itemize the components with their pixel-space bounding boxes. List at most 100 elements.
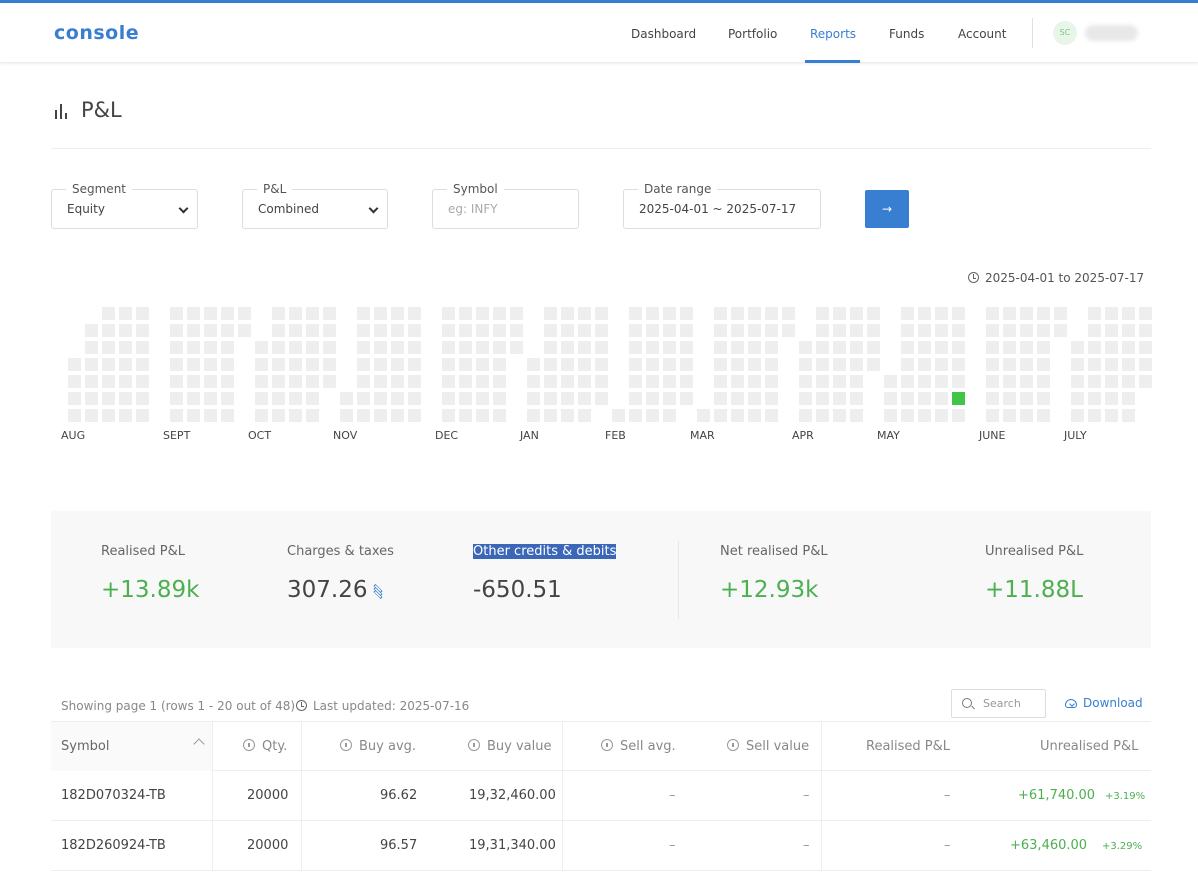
heatmap-day-cell[interactable] [323,358,336,371]
heatmap-day-cell[interactable] [986,358,999,371]
heatmap-day-cell[interactable] [493,341,506,354]
heatmap-day-cell[interactable] [833,307,846,320]
nav-reports[interactable]: Reports [810,27,857,41]
heatmap-day-cell[interactable] [408,392,421,405]
heatmap-day-cell[interactable] [646,375,659,388]
heatmap-day-cell[interactable] [1003,375,1016,388]
heatmap-day-cell[interactable] [731,324,744,337]
heatmap-day-cell[interactable] [1003,392,1016,405]
heatmap-day-cell[interactable] [255,392,268,405]
heatmap-day-cell[interactable] [187,307,200,320]
heatmap-day-cell[interactable] [901,341,914,354]
heatmap-day-cell[interactable] [1088,358,1101,371]
heatmap-day-cell[interactable] [1003,409,1016,422]
heatmap-day-cell[interactable] [935,324,948,337]
heatmap-day-cell[interactable] [136,409,149,422]
heatmap-day-cell[interactable] [1088,307,1101,320]
heatmap-day-cell[interactable] [1122,358,1135,371]
heatmap-day-cell[interactable] [221,409,234,422]
heatmap-day-cell[interactable] [1122,375,1135,388]
heatmap-day-cell[interactable] [527,409,540,422]
heatmap-day-cell[interactable] [714,392,727,405]
heatmap-day-cell[interactable] [935,341,948,354]
heatmap-day-cell[interactable] [1003,341,1016,354]
date-range-input[interactable]: Date range 2025-04-01 ~ 2025-07-17 [623,182,821,229]
heatmap-day-cell[interactable] [595,307,608,320]
heatmap-day-cell[interactable] [918,324,931,337]
heatmap-day-cell[interactable] [1122,409,1135,422]
heatmap-day-cell[interactable] [595,324,608,337]
heatmap-day-cell[interactable] [272,358,285,371]
heatmap-day-cell[interactable] [119,409,132,422]
heatmap-day-cell[interactable] [918,392,931,405]
heatmap-day-cell[interactable] [238,307,251,320]
heatmap-day-cell[interactable] [731,307,744,320]
heatmap-day-cell[interactable] [884,409,897,422]
heatmap-day-cell[interactable] [102,341,115,354]
heatmap-day-cell[interactable] [340,392,353,405]
heatmap-day-cell[interactable] [561,358,574,371]
heatmap-day-cell[interactable] [680,375,693,388]
col-symbol[interactable]: Symbol [61,739,110,754]
avatar[interactable]: SC [1053,21,1077,45]
user-id-blurred[interactable] [1085,25,1138,41]
heatmap-day-cell[interactable] [306,307,319,320]
heatmap-day-cell[interactable] [1122,341,1135,354]
heatmap-day-cell[interactable] [833,375,846,388]
heatmap-day-cell[interactable] [391,324,404,337]
heatmap-day-cell[interactable] [85,358,98,371]
heatmap-day-cell[interactable] [578,409,591,422]
heatmap-day-cell[interactable] [391,409,404,422]
layers-icon[interactable] [372,583,385,600]
heatmap-day-cell[interactable] [204,324,217,337]
heatmap-day-cell[interactable] [561,307,574,320]
heatmap-day-cell[interactable] [408,341,421,354]
heatmap-day-cell[interactable] [663,409,676,422]
heatmap-day-cell[interactable] [561,375,574,388]
heatmap-day-cell[interactable] [578,358,591,371]
heatmap-day-cell[interactable] [170,392,183,405]
heatmap-day-cell[interactable] [816,341,829,354]
heatmap-day-cell[interactable] [663,392,676,405]
heatmap-day-cell[interactable] [221,375,234,388]
heatmap-day-cell[interactable] [476,375,489,388]
heatmap-day-cell[interactable] [561,392,574,405]
heatmap-day-cell[interactable] [102,324,115,337]
heatmap-day-cell[interactable] [119,358,132,371]
heatmap-day-cell[interactable] [935,392,948,405]
heatmap-day-cell[interactable] [1037,324,1050,337]
heatmap-day-cell[interactable] [850,409,863,422]
heatmap-day-cell[interactable] [714,324,727,337]
heatmap-day-cell[interactable] [1088,375,1101,388]
heatmap-day-cell[interactable] [833,341,846,354]
heatmap-day-cell[interactable] [1105,341,1118,354]
heatmap-day-cell[interactable] [901,392,914,405]
heatmap-day-cell[interactable] [1088,341,1101,354]
heatmap-day-cell[interactable] [1054,307,1067,320]
heatmap-day-cell[interactable] [595,341,608,354]
heatmap-day-cell[interactable] [1122,324,1135,337]
heatmap-day-cell[interactable] [493,392,506,405]
heatmap-day-cell[interactable] [714,409,727,422]
heatmap-day-cell[interactable] [782,324,795,337]
nav-dashboard[interactable]: Dashboard [631,27,697,41]
heatmap-day-cell[interactable] [765,409,778,422]
heatmap-day-cell[interactable] [901,409,914,422]
heatmap-day-cell[interactable] [357,392,370,405]
heatmap-day-cell[interactable] [867,307,880,320]
heatmap-day-cell[interactable] [1020,409,1033,422]
heatmap-day-cell[interactable] [459,324,472,337]
heatmap-day-cell[interactable] [816,392,829,405]
heatmap-day-cell[interactable] [1139,307,1152,320]
heatmap-day-cell[interactable] [714,358,727,371]
heatmap-day-cell[interactable] [544,409,557,422]
table-search-input[interactable]: Search [951,689,1046,718]
heatmap-day-cell[interactable] [765,341,778,354]
heatmap-day-cell[interactable] [85,409,98,422]
heatmap-day-cell[interactable] [374,409,387,422]
heatmap-day-cell[interactable] [289,307,302,320]
heatmap-day-cell[interactable] [493,358,506,371]
heatmap-day-cell[interactable] [272,307,285,320]
table-row[interactable]: 182D260924-TB 20000 96.57 19,31,340.00 –… [51,821,1151,871]
heatmap-day-cell[interactable] [323,341,336,354]
